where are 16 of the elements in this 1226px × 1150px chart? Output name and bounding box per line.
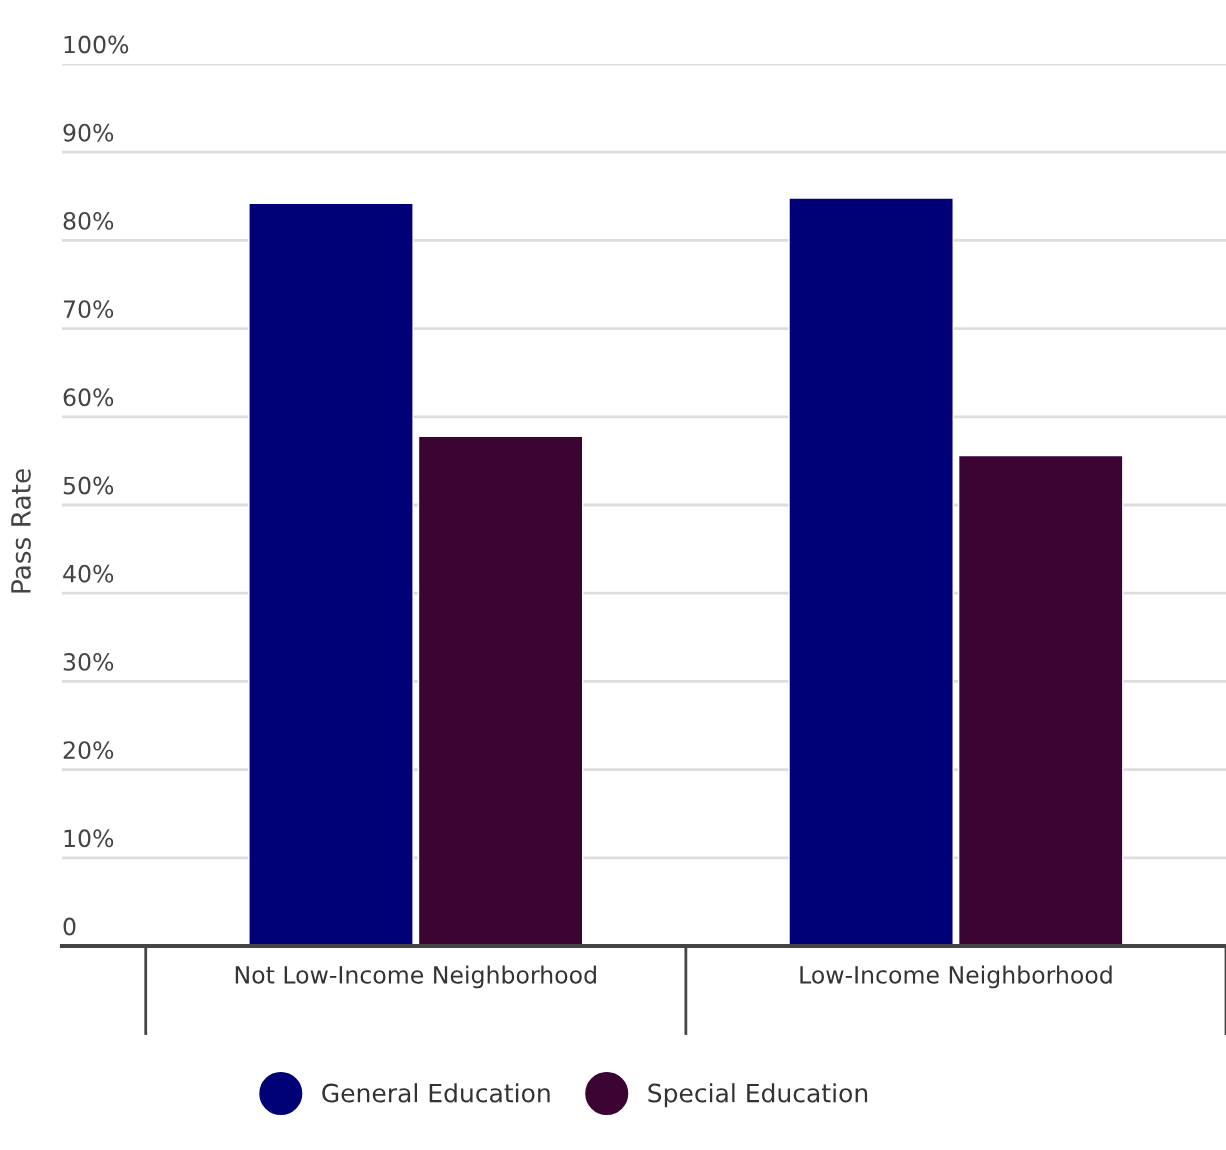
y-axis-title: Pass Rate [11,469,31,593]
y-tick-label: 70% [63,300,114,319]
y-tick-label: 60% [63,388,114,407]
y-tick-label: 80% [63,211,114,230]
y-tick-label: 0 [63,917,76,936]
y-tick-label: 90% [63,123,114,142]
y-tick-label: 10% [64,829,114,848]
legend-label: Special Education [648,1083,868,1108]
x-tick-label: Low-Income Neighborhood [800,965,1112,989]
y-tick-label: 100% [64,35,129,54]
y-tick-label: 30% [63,652,114,671]
y-tick-label: 20% [63,741,114,760]
y-tick-label: 50% [63,476,114,495]
y-tick-label: 40% [63,564,114,583]
x-tick-label: Not Low-Income Neighborhood [235,965,596,989]
legend-label: General Education [322,1083,550,1103]
